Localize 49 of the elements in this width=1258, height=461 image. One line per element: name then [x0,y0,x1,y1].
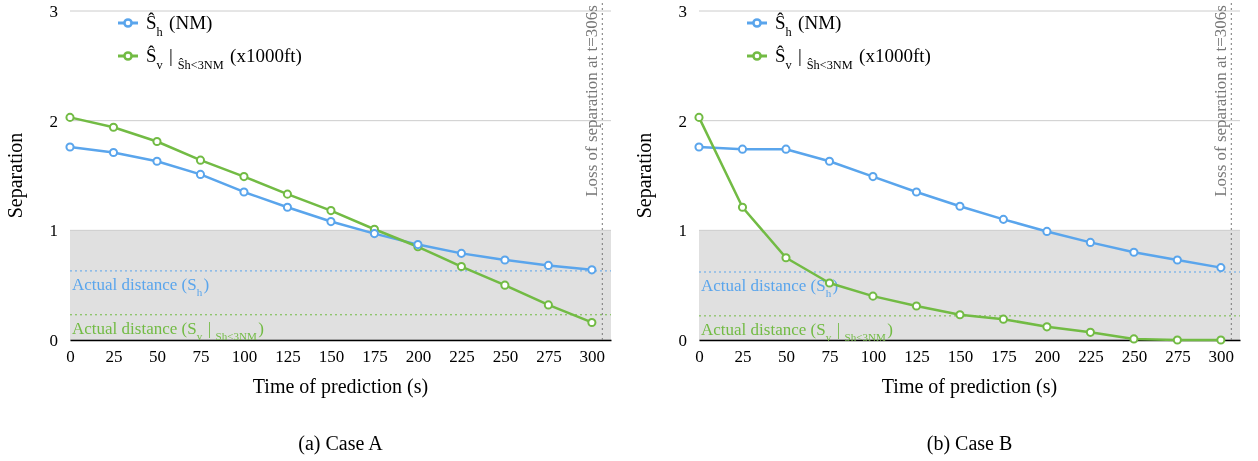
x-tick-label: 75 [821,347,839,367]
y-tick-label: 1 [49,221,58,241]
x-tick-label: 300 [1208,347,1235,367]
y-tick-label: 3 [678,1,687,21]
x-axis-title: Time of prediction (s) [252,375,429,398]
x-tick-label: 200 [1034,347,1061,367]
y-tick-label: 1 [678,221,687,241]
x-tick-label: 0 [66,347,75,367]
legend-label: Ŝ$_{h}$ (NM) [775,12,842,39]
x-tick-label: 225 [1078,347,1104,367]
x-tick-label: 225 [449,347,475,367]
ref-line-label: Loss of separation at t=306s [1211,5,1231,197]
ref-line-label: Loss of separation at t=306s [582,5,602,197]
x-axis-title: Time of prediction (s) [881,375,1058,398]
x-tick-label: 150 [318,347,345,367]
x-tick-label: 125 [904,347,930,367]
x-tick-label: 175 [362,347,388,367]
x-tick-label: 50 [777,347,795,367]
x-tick-label: 100 [231,347,258,367]
x-tick-label: 50 [148,347,166,367]
x-tick-label: 150 [947,347,974,367]
x-tick-label: 125 [275,347,301,367]
text: (a) Case A [298,432,384,455]
x-tick-label: 100 [860,347,887,367]
x-tick-label: 0 [695,347,704,367]
legend-label: Ŝ$_{h}$ (NM) [146,12,213,39]
x-tick-label: 75 [192,347,210,367]
x-tick-label: 275 [536,347,562,367]
text: (b) Case B [926,432,1013,455]
legend-label: Ŝ$_{v}$ | $_{Ŝh<3NM}$ (x1000ft) [775,45,931,72]
y-tick-label: 2 [678,111,687,131]
y-tick-label: 0 [678,330,687,350]
x-tick-label: 25 [734,347,752,367]
x-tick-label: 200 [405,347,432,367]
x-tick-label: 175 [991,347,1017,367]
y-tick-label: 3 [49,1,58,21]
ref-line-label: Actual distance (S$_{v}$ | $_{Sh<3NM}$) [72,318,264,342]
x-tick-label: 250 [492,347,519,367]
ref-line-label: Actual distance (S$_{v}$ | $_{Sh<3NM}$) [701,319,893,343]
y-tick-label: 2 [49,111,58,131]
y-tick-label: 0 [49,330,58,350]
y-axis-title: Separation [633,132,656,219]
x-tick-label: 300 [579,347,606,367]
legend-label: Ŝ$_{v}$ | $_{Ŝh<3NM}$ (x1000ft) [146,45,302,72]
y-axis-title: Separation [4,132,27,219]
ref-line-label: Actual distance (S$_{h}$) [72,274,210,298]
x-tick-label: 275 [1165,347,1191,367]
x-tick-label: 250 [1121,347,1148,367]
x-tick-label: 25 [105,347,123,367]
